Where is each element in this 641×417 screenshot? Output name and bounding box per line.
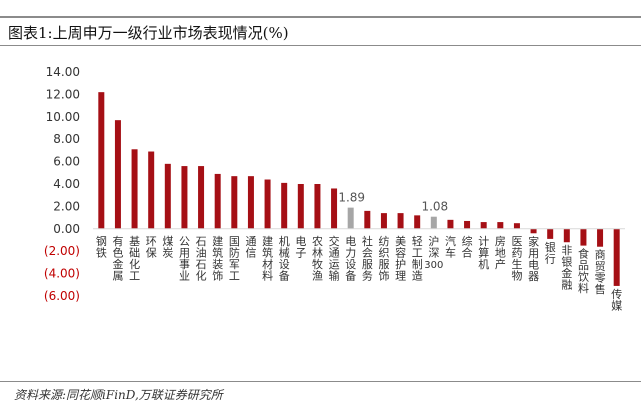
y-tick-label: (6.00)	[44, 289, 80, 303]
x-tick-label: 家用电器	[528, 234, 539, 283]
x-tick-label: 煤炭	[162, 235, 173, 259]
x-tick-label: 有色金属	[112, 234, 123, 282]
bar	[164, 163, 171, 229]
bar	[397, 213, 404, 229]
x-tick-label: 医药生物	[511, 235, 522, 282]
bar	[114, 120, 121, 229]
title-bar: 图表1:上周申万一级行业市场表现情况(%)	[0, 16, 641, 46]
x-tick-label: 沪深 300	[424, 234, 443, 271]
bar	[148, 151, 155, 229]
x-tick-label: 传媒	[611, 288, 622, 313]
x-tick-label: 通信	[245, 235, 256, 259]
bar	[547, 228, 554, 239]
y-tick-label: (4.00)	[44, 267, 80, 281]
x-tick-label: 电子	[295, 235, 306, 259]
bar	[447, 219, 454, 229]
x-tick-label: 公用事业	[179, 235, 190, 282]
source-note: 资料来源:同花顺iFinD,万联证券研究所	[14, 388, 223, 402]
x-tick-label: 电力设备	[345, 235, 356, 282]
bar	[480, 222, 487, 229]
x-tick-label: 银行	[545, 240, 556, 266]
x-tick-label: 国防军工	[229, 235, 240, 282]
x-tick-label: 汽车	[445, 234, 456, 259]
y-tick-label: 10.00	[46, 110, 80, 124]
data-label: 1.08	[421, 200, 448, 214]
bar	[247, 176, 254, 229]
bar	[198, 166, 205, 229]
x-tick-label: 美容护理	[395, 235, 406, 282]
y-tick-label: 4.00	[53, 177, 80, 191]
bar	[530, 228, 537, 234]
bar	[497, 222, 504, 229]
x-tick-label: 交通运输	[329, 234, 340, 282]
bar	[414, 215, 421, 229]
bar	[131, 149, 138, 229]
bar	[580, 228, 587, 246]
x-tick-label: 非银金融	[561, 244, 572, 291]
x-tick-label: 机械设备	[279, 234, 290, 282]
y-tick-label: 2.00	[53, 199, 80, 213]
y-tick-label: 14.00	[46, 65, 80, 79]
bar	[563, 228, 570, 243]
source-bar: 资料来源:同花顺iFinD,万联证券研究所	[0, 381, 641, 406]
y-tick-label: 8.00	[53, 132, 80, 146]
x-tick-label: 石油石化	[196, 235, 207, 282]
bar	[347, 207, 354, 229]
bar	[364, 210, 371, 229]
x-tick-label: 食品饮料	[578, 247, 589, 296]
x-tick-label: 钢铁	[96, 235, 107, 259]
bar	[331, 188, 338, 229]
bar	[597, 228, 604, 247]
bar	[380, 213, 387, 229]
x-tick-label: 轻工制造	[412, 234, 423, 282]
x-tick-label: 建筑装饰	[212, 234, 223, 282]
x-tick-label: 计算机	[478, 235, 489, 271]
x-tick-label: 商贸零售	[595, 248, 606, 297]
bar	[98, 92, 105, 229]
y-tick-label: (2.00)	[44, 244, 80, 258]
bar	[181, 166, 188, 229]
bar	[281, 182, 288, 229]
bar	[314, 184, 321, 229]
y-tick-label: 12.00	[46, 87, 80, 101]
y-tick-label: 6.00	[53, 155, 80, 169]
x-tick-label: 基础化工	[129, 235, 140, 282]
x-tick-label: 房地产	[495, 235, 506, 271]
x-tick-label: 环保	[146, 235, 157, 259]
bar	[430, 216, 437, 229]
bar	[231, 176, 238, 229]
x-tick-label: 社会服务	[362, 234, 373, 282]
chart-title: 图表1:上周申万一级行业市场表现情况(%)	[8, 24, 289, 42]
data-label: 1.89	[338, 191, 365, 205]
y-tick-label: 0.00	[53, 222, 80, 236]
x-tick-label: 综合	[462, 234, 473, 259]
x-tick-label: 建筑材料	[262, 234, 273, 282]
x-tick-label: 纺织服饰	[378, 234, 389, 282]
bar	[297, 184, 304, 229]
bar	[214, 173, 221, 229]
chart-area: 14.00 12.00 10.00 8.00 6.00 4.00 2.00 0.00 (2.00…	[0, 46, 641, 376]
bar	[264, 179, 271, 229]
bar-chart: 14.00 12.00 10.00 8.00 6.00 4.00 2.00 0.00 (2.00…	[44, 65, 625, 313]
bar	[464, 220, 471, 229]
bar	[513, 223, 520, 229]
bar	[613, 228, 620, 286]
x-tick-label: 农林牧渔	[312, 234, 323, 282]
